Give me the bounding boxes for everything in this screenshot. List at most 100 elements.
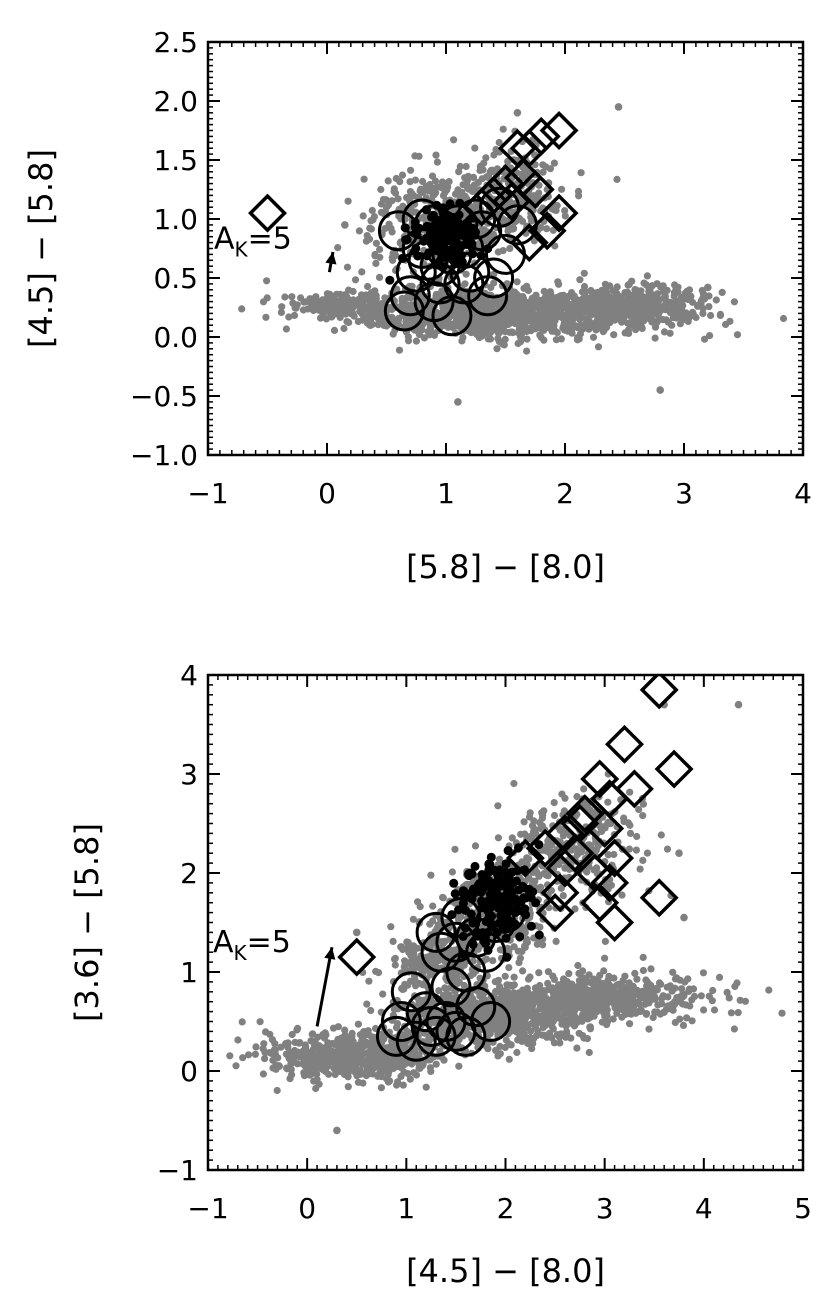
field-point	[402, 318, 410, 326]
field-point	[239, 1054, 247, 1062]
field-point	[284, 1043, 292, 1051]
field-point	[559, 314, 567, 322]
diamond-marker	[539, 193, 579, 233]
field-point	[628, 277, 636, 285]
field-point	[552, 937, 560, 946]
field-point	[528, 1045, 536, 1053]
field-point	[336, 1065, 344, 1073]
field-point	[653, 1008, 661, 1016]
field-outlier-point	[614, 103, 623, 111]
field-point	[609, 1015, 617, 1023]
field-point	[469, 995, 477, 1003]
field-point	[330, 1052, 338, 1060]
circle-marker	[419, 263, 461, 305]
field-point	[419, 1061, 427, 1069]
field-outlier-point	[454, 398, 462, 406]
field-point	[598, 981, 606, 989]
field-point	[625, 979, 633, 987]
field-point	[569, 1014, 577, 1022]
field-point	[367, 1006, 375, 1015]
field-point	[501, 1043, 509, 1052]
field-point	[399, 1061, 407, 1070]
field-point	[492, 1026, 500, 1034]
field-point	[631, 969, 639, 978]
field-point	[584, 1015, 592, 1023]
field-point	[474, 178, 482, 186]
field-point	[504, 306, 512, 314]
field-point	[549, 972, 557, 980]
field-point	[531, 311, 539, 319]
field-point	[488, 166, 496, 174]
field-point	[723, 988, 731, 997]
extinction-arrowhead	[325, 252, 337, 265]
field-point	[630, 307, 638, 315]
field-point	[499, 247, 507, 255]
field-point	[554, 307, 563, 315]
field-point	[388, 197, 396, 205]
field-point	[586, 993, 594, 1002]
field-point	[415, 152, 423, 160]
field-point	[576, 276, 584, 284]
field-point	[494, 297, 502, 305]
field-point	[313, 1070, 321, 1078]
field-point	[461, 280, 469, 288]
field-point	[440, 305, 448, 313]
field-point	[602, 1001, 610, 1009]
field-point	[271, 1040, 279, 1048]
field-point	[469, 173, 478, 181]
field-point	[575, 969, 583, 978]
field-point	[486, 335, 495, 343]
field-point	[613, 175, 621, 183]
field-point	[508, 834, 516, 842]
field-point	[657, 831, 665, 839]
field-point	[520, 1035, 528, 1043]
field-point	[451, 190, 460, 198]
field-point	[536, 298, 544, 306]
field-point	[338, 297, 346, 305]
field-point	[592, 304, 600, 312]
field-point	[558, 996, 566, 1004]
x-tick-label: 3	[675, 477, 693, 510]
field-point	[578, 323, 587, 331]
field-point	[546, 300, 554, 308]
field-point	[285, 313, 293, 321]
field-point	[710, 1006, 719, 1014]
field-point	[282, 325, 290, 333]
field-point	[573, 1044, 581, 1052]
field-point	[367, 303, 375, 311]
field-point	[297, 1053, 305, 1061]
field-point	[368, 1047, 376, 1055]
field-point	[569, 300, 577, 308]
field-point	[521, 943, 529, 951]
field-point	[406, 178, 414, 186]
field-point	[374, 321, 382, 329]
field-point	[406, 1075, 414, 1083]
field-point	[601, 280, 610, 288]
field-point	[639, 966, 648, 975]
field-point	[362, 1061, 370, 1069]
field-point	[304, 1054, 312, 1062]
field-point	[313, 1075, 321, 1084]
field-point	[273, 1086, 281, 1095]
y-axis-label: [4.5] − [5.8]	[22, 149, 60, 348]
field-point	[486, 1030, 494, 1038]
field-point	[536, 331, 544, 339]
field-point	[538, 1019, 546, 1027]
field-point	[626, 312, 635, 320]
field-point	[651, 995, 659, 1003]
circle-marker	[383, 290, 425, 332]
field-point	[342, 1041, 350, 1049]
field-point	[430, 191, 438, 199]
field-point	[368, 206, 376, 215]
field-point	[534, 939, 543, 947]
field-point	[432, 1060, 440, 1068]
field-point	[462, 270, 470, 278]
field-point	[563, 1028, 571, 1036]
field-point	[394, 1078, 402, 1086]
diamond-marker	[462, 187, 502, 227]
field-point	[367, 1040, 375, 1048]
field-point	[365, 235, 374, 243]
field-point	[399, 1081, 407, 1089]
field-point	[527, 298, 535, 306]
y-tick-label: 0.5	[153, 262, 198, 295]
